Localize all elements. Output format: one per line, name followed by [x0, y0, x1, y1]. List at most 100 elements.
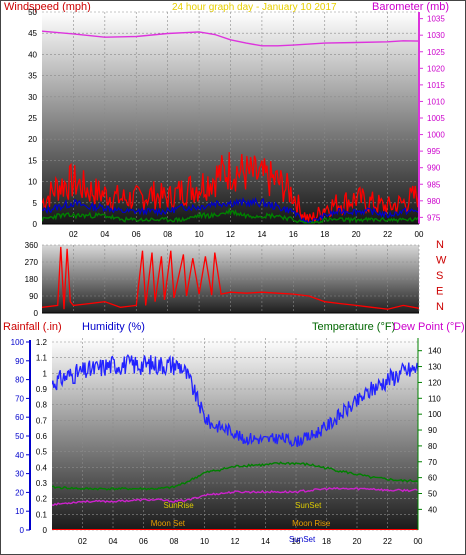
temp-x-tick-label: 22 [383, 537, 392, 546]
baro-y-tick-label: 1030 [427, 31, 445, 40]
rain-y-tick-label: 0.6 [36, 432, 48, 441]
temp-y-tick-label: 50 [428, 490, 437, 499]
wind-y-tick-label: 15 [28, 156, 37, 165]
humidity-y-tick-label: 100 [11, 338, 25, 347]
humidity-y-tick-label: 70 [15, 394, 24, 403]
temp-x-tick-label: 16 [292, 537, 301, 546]
wind-speed-label: Windspeed (mph) [4, 1, 91, 13]
humidity-y-tick-label: 90 [15, 357, 24, 366]
humidity-y-tick-label: 10 [15, 507, 24, 516]
temp-x-tick-label: 20 [353, 537, 362, 546]
wind-y-tick-label: 35 [28, 72, 37, 81]
compass-label: E [436, 286, 443, 298]
wind-x-tick-label: 12 [226, 230, 235, 239]
compass-label: N [436, 301, 444, 313]
baro-y-tick-label: 1010 [427, 97, 445, 106]
barometer-line [42, 30, 419, 47]
wind-plot-area [42, 30, 419, 224]
wind-y-tick-label: 10 [28, 178, 37, 187]
annotation-sunrise: SunRise [163, 501, 194, 510]
temp-y-tick-label: 70 [428, 458, 437, 467]
temp-x-tick-label: 00 [414, 537, 423, 546]
humidity-y-tick-label: 40 [15, 451, 24, 460]
wind-y-tick-label: 45 [28, 29, 37, 38]
humidity-y-tick-label: 60 [15, 413, 24, 422]
wind-x-tick-label: 14 [257, 230, 266, 239]
temp-y-tick-label: 90 [428, 426, 437, 435]
wind-y-tick-label: 40 [28, 50, 37, 59]
temp-y-tick-label: 60 [428, 474, 437, 483]
rain-y-tick-label: 0.8 [36, 401, 48, 410]
annotation-moon-rise: Moon Rise [292, 519, 331, 528]
temp-y-tick-label: 130 [428, 363, 442, 372]
rain-y-tick-label: 0.1 [36, 510, 48, 519]
wind-average-line [42, 197, 419, 224]
wind-x-tick-label: 00 [415, 230, 424, 239]
direction-y-tick-label: 360 [25, 241, 39, 250]
wind-y-tick-label: 20 [28, 135, 37, 144]
sun-moon-annotations: SunRise SunSet Moon Set Moon Rise SunSet [151, 501, 331, 544]
baro-y-tick-label: 1000 [427, 131, 445, 140]
baro-y-tick-label: 1025 [427, 48, 445, 57]
temperature-line [52, 461, 418, 491]
baro-y-tick-label: 995 [427, 147, 441, 156]
baro-y-tick-label: 990 [427, 164, 441, 173]
temp-x-tick-label: 10 [200, 537, 209, 546]
wind-y-tick-label: 25 [28, 114, 37, 123]
temp-x-tick-label: 06 [139, 537, 148, 546]
direction-plot-area [42, 246, 419, 310]
temp-y-tick-label: 110 [428, 394, 441, 403]
humidity-line [52, 353, 418, 448]
temp-plot-area [52, 353, 418, 530]
wind-y-tick-label: 5 [33, 199, 38, 208]
wind-x-tick-label: 10 [195, 230, 204, 239]
temp-y-tick-label: 80 [428, 442, 437, 451]
direction-y-tick-label: 270 [25, 258, 39, 267]
temp-y-tick-label: 140 [428, 347, 442, 356]
rainfall-label: Rainfall (.in) [3, 321, 62, 333]
humidity-y-tick-label: 0 [20, 526, 25, 535]
annotation-moon-set: Moon Set [151, 519, 186, 528]
rain-y-tick-label: 1.2 [36, 338, 48, 347]
temp-x-tick-label: 18 [322, 537, 331, 546]
wind-x-tick-label: 22 [383, 230, 392, 239]
wind-x-tick-label: 20 [352, 230, 361, 239]
barometer-label: Barometer (mb) [372, 1, 449, 13]
wind-y-tick-label: 50 [28, 8, 37, 17]
rain-y-tick-label: 1.1 [36, 354, 48, 363]
wind-low-line [42, 207, 419, 224]
graph-title: 24 hour graph day - January 10 2017 [172, 2, 337, 13]
rain-y-tick-label: 0 [43, 526, 48, 535]
dew-point-line [52, 486, 418, 507]
rain-y-tick-label: 0.4 [36, 463, 48, 472]
direction-y-tick-label: 90 [29, 292, 38, 301]
compass-label: N [436, 239, 444, 251]
wind-x-tick-label: 02 [69, 230, 78, 239]
rain-y-tick-label: 1 [43, 369, 48, 378]
humidity-label: Humidity (%) [82, 321, 145, 333]
direction-y-tick-label: 0 [34, 309, 39, 318]
annotation-sunset: SunSet [295, 501, 322, 510]
temp-y-tick-label: 40 [428, 505, 437, 514]
humidity-y-tick-label: 80 [15, 376, 24, 385]
temperature-label: Temperature (°F) [312, 321, 395, 333]
direction-y-tick-label: 180 [25, 275, 39, 284]
temp-x-tick-label: 02 [78, 537, 87, 546]
temp-x-tick-label: 04 [109, 537, 118, 546]
wind-x-tick-label: 16 [289, 230, 298, 239]
compass-label: S [436, 270, 443, 282]
wind-x-tick-label: 06 [132, 230, 141, 239]
rain-y-tick-label: 0.9 [36, 385, 48, 394]
wind-y-tick-label: 30 [28, 93, 37, 102]
wind-gust-line [42, 152, 419, 224]
wind-axes: 02 04 06 08 10 12 14 16 18 20 22 000510152025303540… [28, 8, 445, 239]
temp-y-tick-label: 120 [428, 378, 442, 387]
humidity-y-tick-label: 20 [15, 488, 24, 497]
rain-y-tick-label: 0.7 [36, 416, 48, 425]
rain-y-tick-label: 0.5 [36, 448, 48, 457]
baro-y-tick-label: 985 [427, 180, 441, 189]
rain-y-tick-label: 0.2 [36, 495, 48, 504]
wind-x-tick-label: 18 [320, 230, 329, 239]
temp-x-tick-label: 08 [170, 537, 179, 546]
